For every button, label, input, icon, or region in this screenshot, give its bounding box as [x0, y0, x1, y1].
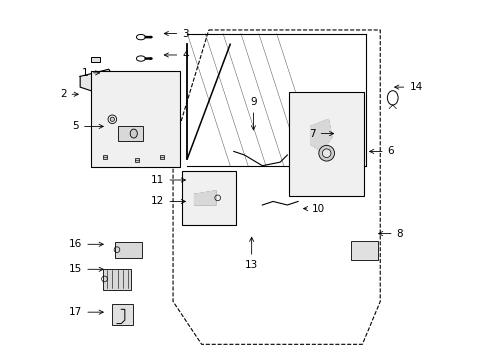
Text: 2: 2	[60, 89, 78, 99]
Text: 8: 8	[378, 229, 403, 239]
Polygon shape	[80, 69, 116, 94]
Bar	[160, 155, 164, 159]
Text: 13: 13	[244, 237, 258, 270]
FancyArrow shape	[145, 36, 152, 38]
Text: 4: 4	[164, 50, 188, 60]
FancyBboxPatch shape	[288, 93, 364, 196]
Polygon shape	[194, 191, 216, 205]
Circle shape	[318, 145, 334, 161]
Bar	[91, 57, 100, 62]
FancyBboxPatch shape	[102, 269, 131, 290]
Text: 14: 14	[394, 82, 422, 92]
Bar	[135, 158, 139, 162]
Bar	[118, 126, 142, 141]
Bar	[103, 155, 107, 159]
FancyArrow shape	[145, 58, 152, 59]
FancyBboxPatch shape	[115, 242, 142, 257]
Text: 1: 1	[81, 68, 100, 78]
FancyBboxPatch shape	[182, 171, 235, 225]
Text: 6: 6	[369, 147, 393, 157]
FancyBboxPatch shape	[350, 242, 377, 260]
Text: 15: 15	[69, 264, 103, 274]
Text: 17: 17	[69, 307, 103, 317]
Text: 3: 3	[164, 28, 188, 39]
FancyBboxPatch shape	[91, 71, 180, 167]
Circle shape	[110, 117, 114, 121]
Text: 11: 11	[151, 175, 185, 185]
Circle shape	[322, 149, 330, 157]
Text: 10: 10	[303, 203, 325, 213]
FancyBboxPatch shape	[111, 304, 132, 325]
Text: 7: 7	[308, 129, 333, 139]
Text: 12: 12	[151, 197, 185, 206]
Text: 9: 9	[249, 97, 256, 130]
Ellipse shape	[130, 129, 137, 138]
Text: 5: 5	[72, 121, 103, 131]
Polygon shape	[310, 119, 331, 152]
Text: 16: 16	[69, 239, 103, 249]
